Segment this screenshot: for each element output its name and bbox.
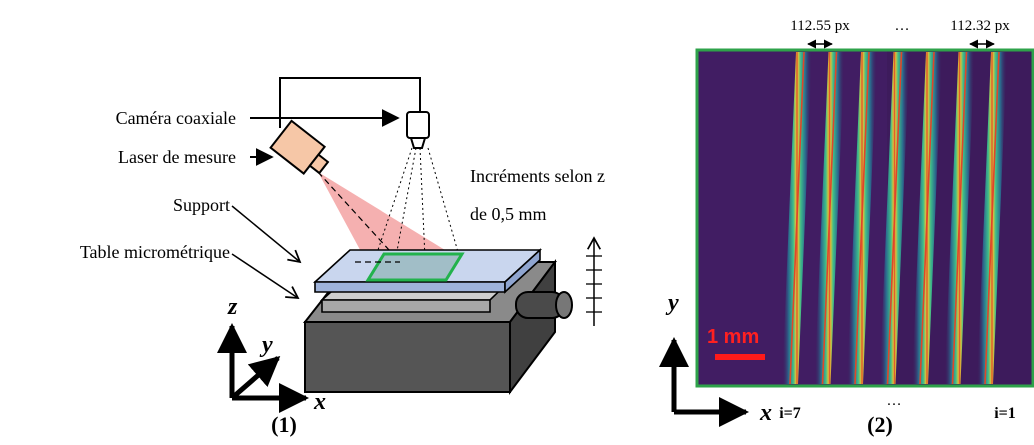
panel-label-1: (1) bbox=[271, 412, 297, 437]
increment-ruler bbox=[586, 236, 602, 326]
table-label-arrow bbox=[231, 253, 300, 299]
spacing-left-label: 112.55 px bbox=[790, 18, 850, 34]
spacing-right-label: 112.32 px bbox=[950, 18, 1010, 34]
axis-label-x-right: x bbox=[759, 400, 772, 426]
laser-beam bbox=[318, 172, 445, 272]
support-label-arrow bbox=[231, 205, 302, 264]
axis-label-z: z bbox=[227, 294, 238, 320]
stripe-index-left: i=7 bbox=[779, 405, 801, 422]
laser-axis bbox=[317, 171, 401, 263]
connection-wire bbox=[279, 77, 421, 128]
scale-bar-label: 1 mm bbox=[707, 326, 759, 348]
stripe-core bbox=[854, 51, 870, 385]
support-label: Support bbox=[173, 195, 230, 215]
sample-pattern bbox=[365, 252, 465, 282]
axis-label-y: y bbox=[259, 332, 273, 358]
spacing-ellipsis: … bbox=[895, 18, 910, 34]
stripe-core bbox=[919, 51, 935, 385]
camera-image-frame bbox=[695, 48, 1034, 388]
camera-image-panel: 1 mm 112.55 px … 112.32 px y x i=7 … i=1… bbox=[659, 18, 1034, 437]
stripe-index-ellipsis: … bbox=[887, 393, 902, 409]
axis-label-y-right: y bbox=[665, 290, 679, 316]
axes-right bbox=[659, 337, 749, 427]
laser-head-icon bbox=[269, 119, 330, 175]
stripe-core bbox=[821, 51, 838, 385]
axes-left bbox=[217, 323, 309, 413]
scale-bar bbox=[715, 354, 765, 360]
increments-label-line1: Incréments selon z bbox=[470, 166, 605, 186]
laser-label: Laser de mesure bbox=[118, 147, 236, 167]
stripe-group bbox=[782, 51, 1007, 385]
stripe-core bbox=[984, 51, 1000, 385]
camera-label: Caméra coaxiale bbox=[116, 108, 236, 128]
camera-icon bbox=[406, 111, 430, 149]
camera-field-of-view bbox=[371, 147, 459, 269]
stripe-core bbox=[886, 51, 903, 385]
table-label: Table micrométrique bbox=[80, 242, 230, 262]
increments-label-line2: de 0,5 mm bbox=[470, 204, 547, 224]
panel-label-2: (2) bbox=[867, 412, 893, 437]
setup-diagram: Caméra coaxiale Laser de mesure Support … bbox=[80, 77, 605, 437]
stripe-core bbox=[789, 51, 805, 385]
stripe-core bbox=[951, 51, 968, 385]
axis-label-x: x bbox=[313, 389, 326, 415]
stripe-index-right: i=1 bbox=[994, 405, 1016, 422]
